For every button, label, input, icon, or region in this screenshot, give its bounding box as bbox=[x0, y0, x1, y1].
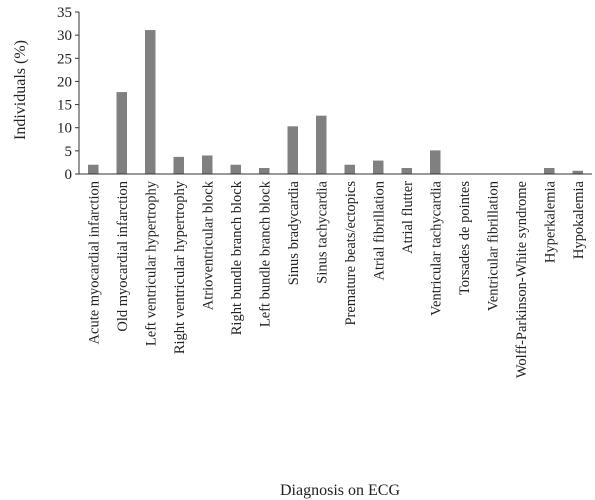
bar bbox=[202, 155, 213, 174]
y-tick-label: 10 bbox=[57, 121, 72, 137]
x-tick-label: Atrial fibrillation bbox=[371, 180, 387, 280]
bar bbox=[430, 150, 441, 174]
x-tick-label: Wolff-Parkinson-White syndrome bbox=[514, 181, 530, 378]
bar bbox=[88, 164, 99, 174]
y-tick-label: 30 bbox=[57, 28, 72, 44]
x-tick-label: Premature beats/ectopics bbox=[343, 181, 359, 326]
y-tick-label: 5 bbox=[65, 144, 73, 160]
x-tick-label: Left bundle branch block bbox=[257, 180, 273, 327]
x-tick-label: Atrioventricular block bbox=[200, 180, 216, 310]
bars-group bbox=[88, 30, 583, 175]
y-axis-label: Individuals (%) bbox=[12, 40, 29, 140]
bar bbox=[344, 164, 355, 174]
x-tick-label: Sinus bradycardia bbox=[286, 180, 302, 285]
y-tick-label: 0 bbox=[65, 167, 73, 183]
bar bbox=[259, 167, 270, 174]
x-axis: Acute myocardial infarction Old myocardia… bbox=[79, 173, 592, 378]
bar bbox=[401, 167, 412, 174]
x-tick-label: Sinus tachycardia bbox=[314, 180, 330, 283]
x-tick-label: Torsades de pointes bbox=[457, 181, 473, 296]
x-tick-label: Right ventricular hypertrophy bbox=[172, 180, 188, 354]
bar bbox=[116, 92, 127, 174]
bar bbox=[145, 30, 156, 175]
x-tick-label: Atrial flutter bbox=[400, 181, 416, 254]
bar bbox=[544, 167, 555, 174]
x-tick-label: Left ventricular hypertrophy bbox=[143, 180, 159, 346]
x-tick-label: Hypokalemia bbox=[571, 180, 587, 259]
bar bbox=[316, 115, 327, 174]
x-tick-label: Old myocardial infarction bbox=[115, 180, 131, 331]
x-tick-label: Acute myocardial infarction bbox=[86, 180, 102, 344]
y-axis: 0 5 10 15 20 25 30 35 bbox=[57, 5, 80, 183]
x-tick-label: Hyperkalemia bbox=[542, 180, 558, 263]
bar bbox=[373, 160, 384, 174]
x-tick-label: Ventricular tachycardia bbox=[428, 180, 444, 315]
bar bbox=[173, 156, 184, 174]
y-tick-label: 35 bbox=[57, 5, 72, 21]
y-tick-label: 15 bbox=[57, 98, 72, 114]
bar bbox=[287, 126, 298, 174]
x-tick-label: Ventricular fibrillation bbox=[485, 180, 501, 311]
x-axis-label: Diagnosis on ECG bbox=[280, 482, 400, 499]
bar bbox=[572, 170, 583, 174]
y-tick-label: 25 bbox=[57, 51, 72, 67]
y-tick-label: 20 bbox=[57, 74, 72, 90]
bar bbox=[230, 164, 241, 174]
x-tick-label: Right bundle branch block bbox=[229, 180, 245, 335]
